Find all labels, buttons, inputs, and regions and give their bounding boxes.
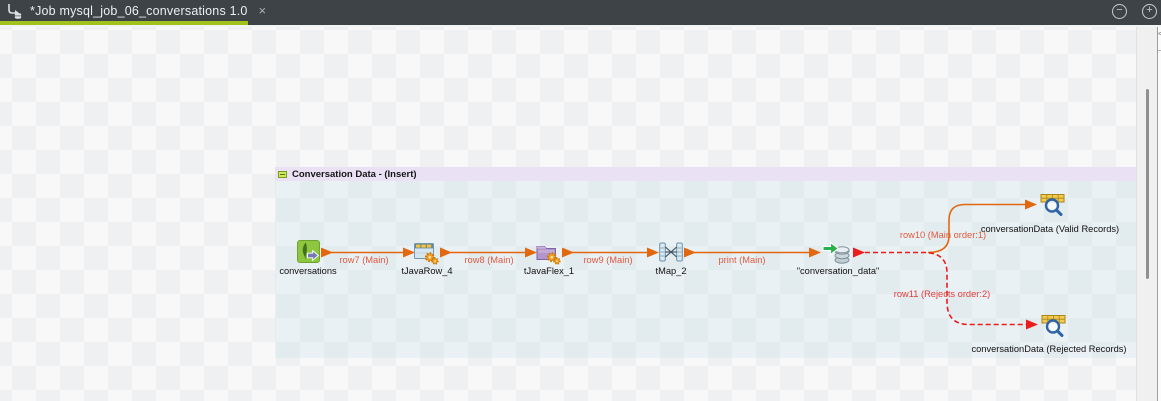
- editor-tab-bar: *Job mysql_job_06_conversations 1.0 × − …: [0, 0, 1161, 25]
- connection-label-print[interactable]: print (Main): [718, 255, 766, 265]
- vertical-scrollbar-handle[interactable]: [1146, 89, 1149, 279]
- tjavaflex-icon: [536, 246, 561, 265]
- palette-collapse-icon[interactable]: <: [1158, 27, 1161, 51]
- component-label-tjavarow: tJavaRow_4: [401, 266, 453, 276]
- component-conversations[interactable]: [297, 240, 320, 268]
- component-tmap[interactable]: [659, 240, 683, 269]
- component-conversation-data-output[interactable]: [822, 238, 853, 271]
- connection-label-row10[interactable]: row10 (Main order:1): [899, 230, 987, 240]
- mongodb-input-icon: [297, 240, 320, 263]
- tjavarow-icon: [414, 243, 439, 265]
- active-tab-underline: [0, 21, 248, 25]
- tabbar-divider: [0, 25, 1161, 27]
- tlogrow-icon: [1041, 315, 1066, 337]
- tab-job-editor[interactable]: *Job mysql_job_06_conversations 1.0 ×: [0, 0, 266, 21]
- component-label-valid-records: conversationData (Valid Records): [980, 224, 1120, 234]
- connection-label-row11[interactable]: row11 (Rejects order:2): [893, 289, 991, 299]
- component-label-conversation-data: "conversation_data": [796, 266, 880, 276]
- collapsed-palette-strip[interactable]: <: [1157, 27, 1161, 401]
- tab-close-icon[interactable]: ×: [258, 3, 267, 18]
- subjob-collapse-icon[interactable]: [278, 170, 287, 178]
- component-valid-records-log[interactable]: [1040, 192, 1065, 222]
- tab-title: *Job mysql_job_06_conversations 1.0: [30, 3, 248, 18]
- component-label-tjavaflex: tJavaFlex_1: [523, 266, 575, 276]
- tlogrow-icon: [1040, 194, 1065, 216]
- component-label-rejected-records: conversationData (Rejected Records): [971, 344, 1127, 354]
- component-tjavaflex[interactable]: [536, 241, 561, 270]
- subjob-title: Conversation Data - (Insert): [292, 168, 417, 180]
- connection-label-row7[interactable]: row7 (Main): [339, 255, 389, 265]
- db-output-icon: [822, 241, 850, 264]
- connection-label-row8[interactable]: row8 (Main): [464, 255, 514, 265]
- job-icon: [8, 3, 22, 19]
- subjob-header[interactable]: Conversation Data - (Insert): [275, 167, 1136, 181]
- tmap-icon: [659, 242, 683, 262]
- vertical-scrollbar[interactable]: [1136, 27, 1157, 401]
- component-label-conversations: conversations: [279, 266, 337, 276]
- component-rejected-records-log[interactable]: [1041, 313, 1066, 343]
- component-label-tmap: tMap_2: [655, 266, 687, 276]
- minimize-view-icon[interactable]: −: [1112, 4, 1127, 19]
- connection-label-row9[interactable]: row9 (Main): [583, 255, 633, 265]
- component-tjavarow[interactable]: [414, 241, 439, 270]
- maximize-view-icon[interactable]: +: [1142, 4, 1157, 19]
